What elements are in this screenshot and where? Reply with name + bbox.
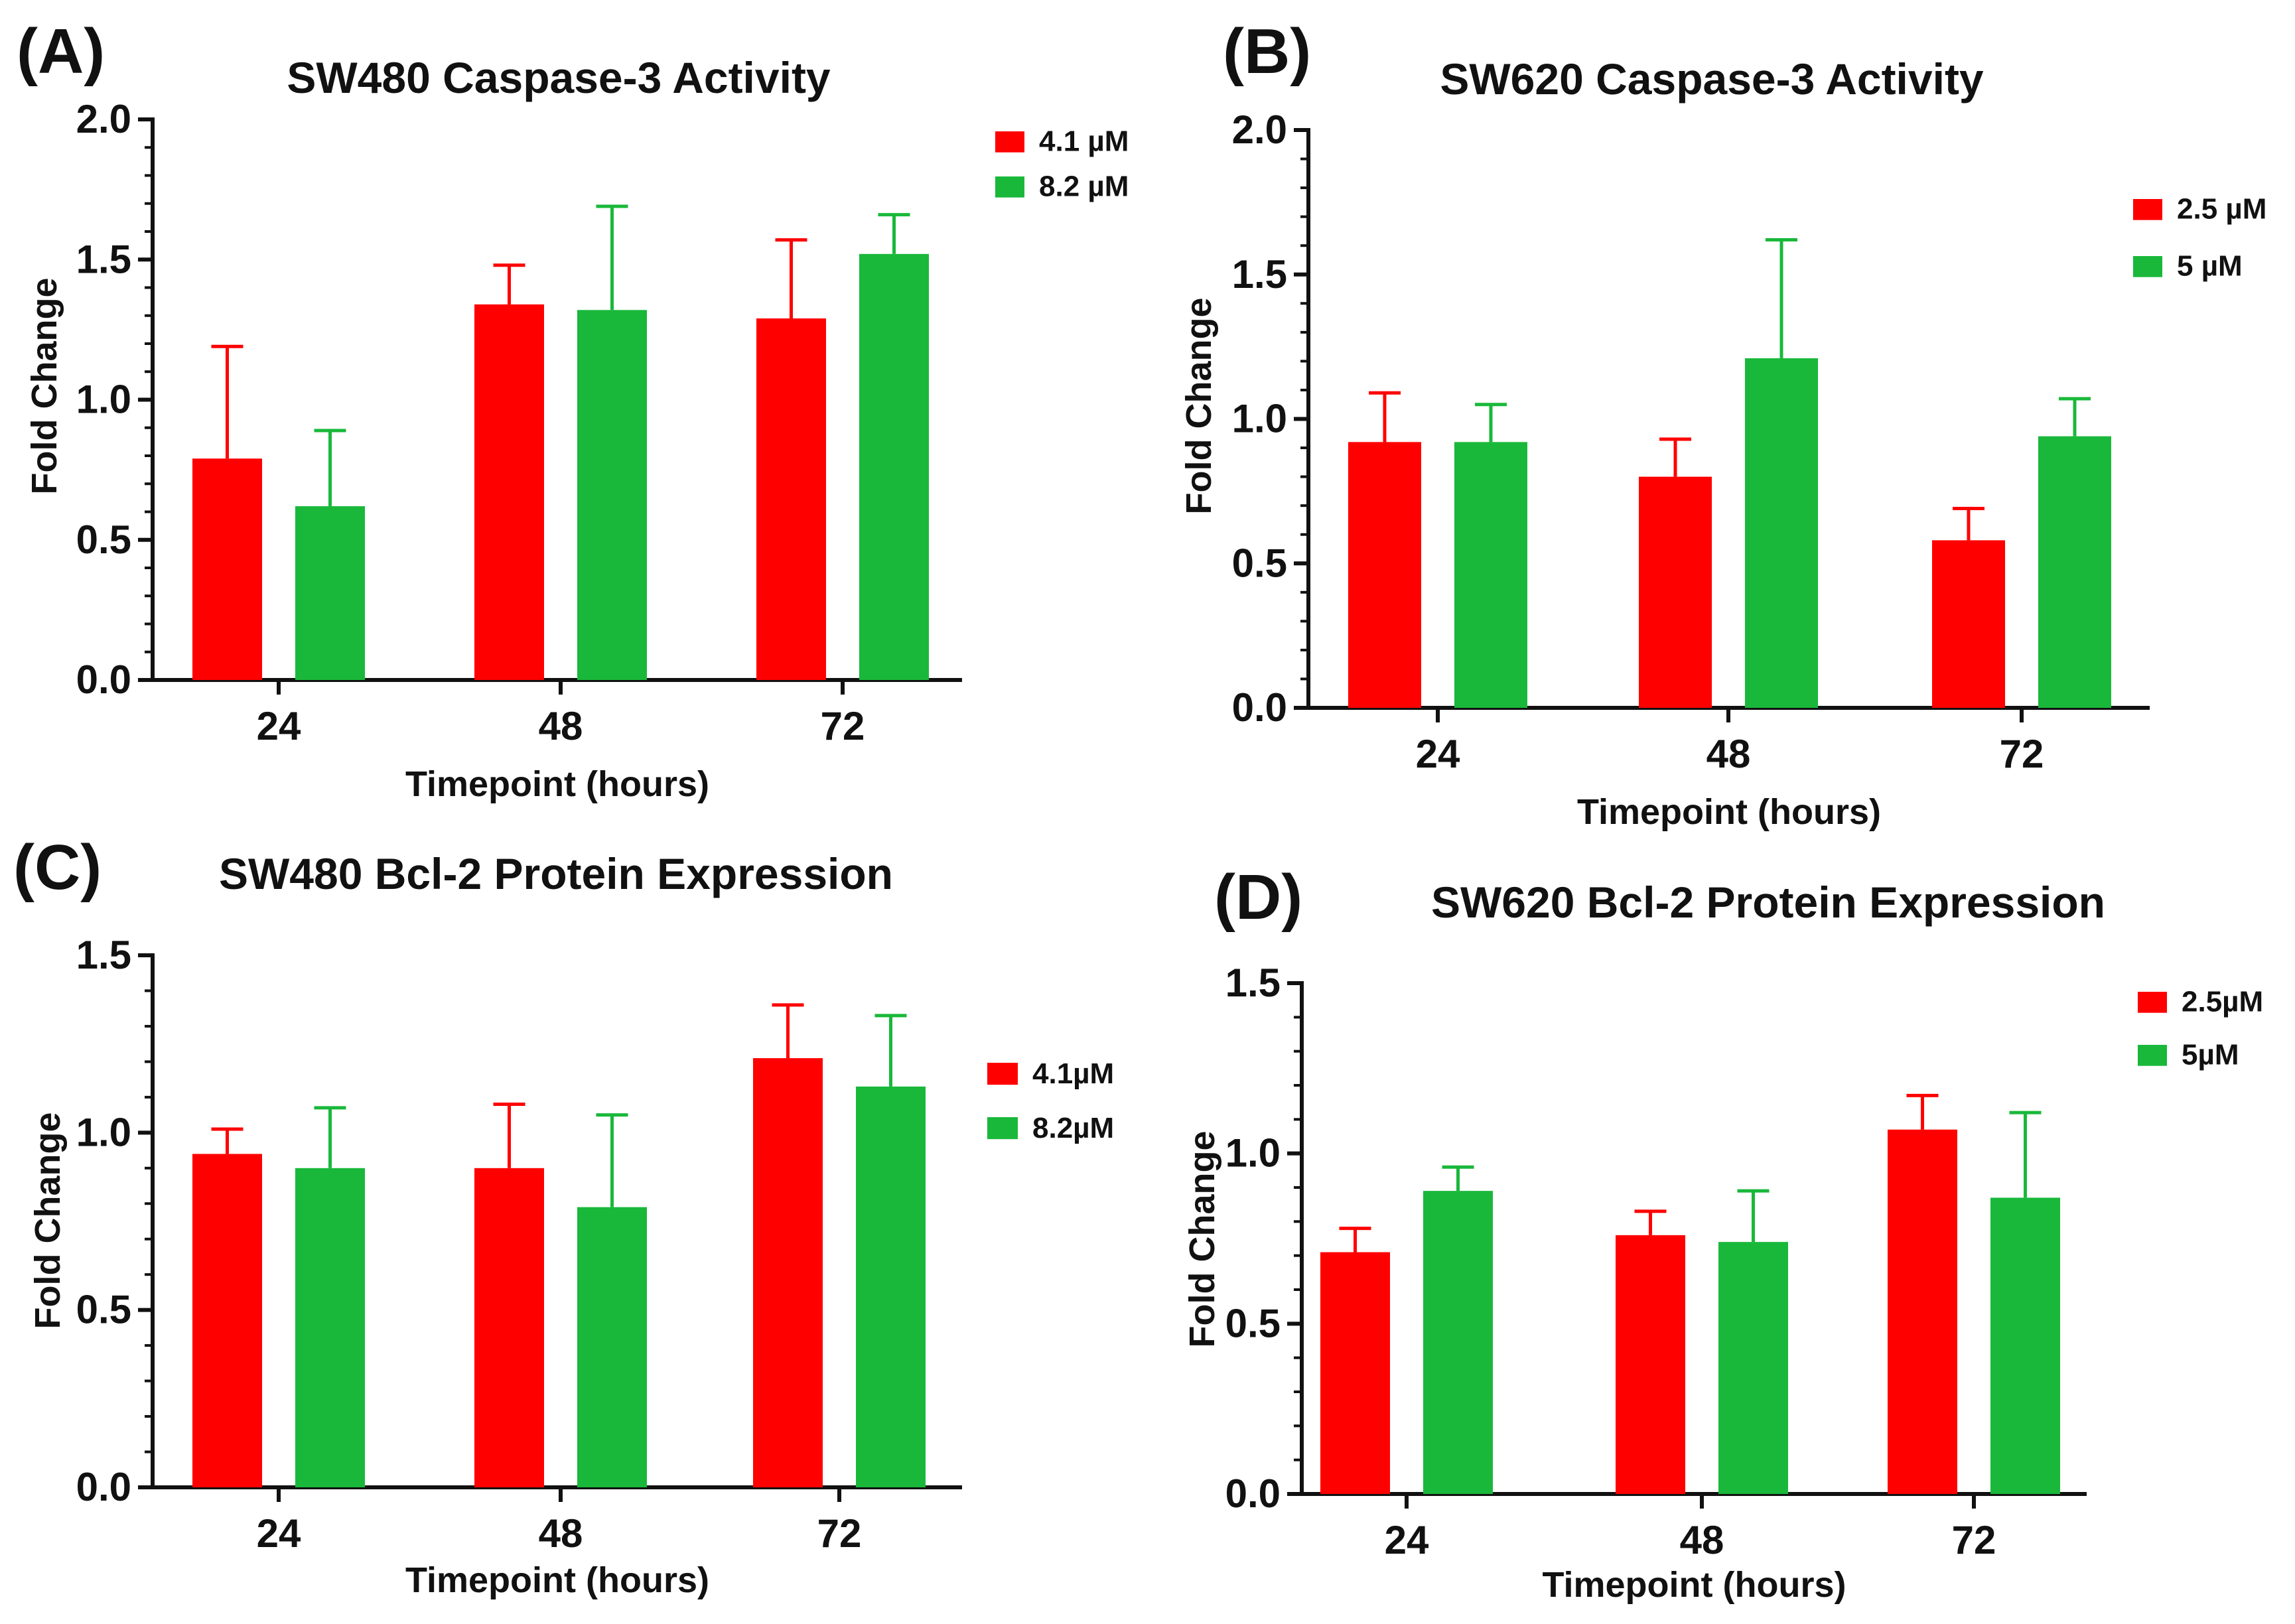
y-tick-label: 1.0: [1225, 1131, 1281, 1176]
y-tick-label: 1.5: [1225, 961, 1281, 1005]
legend-label: 2.5 µM: [2177, 193, 2266, 226]
legend-label: 5 µM: [2177, 250, 2243, 283]
chart-title: SW620 Caspase-3 Activity: [1440, 54, 1984, 103]
y-tick-label: 2.0: [1232, 107, 1287, 152]
legend-swatch: [2133, 256, 2162, 277]
bar: [2038, 436, 2111, 708]
legend-swatch: [2138, 1045, 2167, 1066]
panel-label: (B): [1223, 16, 1311, 87]
bar: [1616, 1235, 1685, 1494]
x-tick-label: 24: [1416, 732, 1460, 776]
bar: [1348, 442, 1421, 708]
bar: [192, 458, 262, 680]
y-tick-label: 1.0: [76, 1110, 131, 1154]
bar: [295, 506, 365, 680]
bar: [1888, 1129, 1957, 1494]
y-tick-label: 0.5: [1232, 541, 1287, 585]
bar: [1990, 1197, 2060, 1494]
x-tick-label: 24: [257, 704, 301, 748]
bar: [1454, 442, 1527, 708]
x-tick-label: 24: [257, 1511, 301, 1556]
y-tick-label: 1.5: [76, 237, 131, 281]
y-tick-label: 0.0: [76, 1465, 131, 1509]
legend-label: 2.5µM: [2182, 986, 2263, 1018]
y-tick-label: 2.0: [76, 97, 131, 141]
x-tick-label: 48: [1706, 732, 1751, 776]
legend-label: 5µM: [2182, 1039, 2239, 1071]
legend-label: 8.2µM: [1032, 1112, 1114, 1144]
bar: [1639, 476, 1712, 708]
panel-label: (A): [17, 16, 105, 87]
panel-label: (D): [1214, 862, 1302, 933]
y-tick-label: 0.0: [1225, 1471, 1281, 1516]
x-tick-label: 72: [1952, 1518, 1996, 1562]
chart-panel-2: (B) SW620 Caspase-3 Activity 0.0 0.5 1.0 1.5 2…: [1179, 16, 2266, 832]
bar: [1718, 1242, 1788, 1494]
bar: [753, 1058, 823, 1487]
bar: [756, 318, 826, 681]
bar: [1320, 1252, 1390, 1494]
y-tick-label: 0.5: [76, 517, 131, 562]
bar: [1745, 358, 1818, 708]
y-tick-label: 1.0: [76, 377, 131, 422]
y-tick-label: 1.0: [1232, 397, 1287, 441]
x-tick-label: 72: [2000, 732, 2044, 776]
bar: [1932, 540, 2005, 708]
legend-swatch: [2138, 992, 2167, 1013]
panel-label: (C): [13, 832, 102, 903]
legend-label: 8.2 µM: [1039, 170, 1129, 203]
legend-swatch: [2133, 199, 2162, 220]
x-tick-label: 72: [817, 1511, 862, 1556]
y-axis-title: Fold Change: [1179, 298, 1219, 515]
x-tick-label: 48: [1680, 1518, 1724, 1562]
chart-title: SW620 Bcl-2 Protein Expression: [1431, 878, 2105, 927]
legend-swatch: [995, 176, 1024, 198]
legend-swatch: [987, 1117, 1018, 1140]
chart-panel-4: (D) SW620 Bcl-2 Protein Expression 0.0 0.5 1…: [1182, 862, 2263, 1605]
bar: [474, 304, 544, 681]
x-tick-label: 48: [539, 704, 583, 748]
x-axis-title: Timepoint (hours): [405, 764, 709, 804]
bar: [192, 1154, 262, 1487]
bar: [856, 1086, 926, 1487]
legend-swatch: [987, 1063, 1018, 1085]
bar: [474, 1168, 544, 1487]
chart-title: SW480 Caspase-3 Activity: [287, 53, 831, 102]
bar: [859, 253, 929, 680]
y-tick-label: 0.0: [1232, 685, 1287, 730]
legend-label: 4.1µM: [1032, 1057, 1114, 1090]
chart-title: SW480 Bcl-2 Protein Expression: [219, 849, 893, 898]
chart-panel-3: (C) SW480 Bcl-2 Protein Expression 0.0 0.5 1…: [13, 832, 1114, 1600]
y-axis-title: Fold Change: [25, 278, 64, 495]
bar: [1423, 1191, 1493, 1494]
y-tick-label: 0.5: [76, 1288, 131, 1332]
y-tick-label: 1.5: [76, 933, 131, 977]
x-tick-label: 72: [821, 704, 865, 748]
bar: [577, 310, 647, 680]
bar: [577, 1207, 647, 1487]
y-tick-label: 0.0: [76, 657, 131, 702]
legend-swatch: [995, 131, 1024, 153]
chart-panel-1: (A) SW480 Caspase-3 Activity 0.0 0.5 1.0 1.5 2…: [17, 16, 1129, 804]
legend-label: 4.1 µM: [1039, 125, 1129, 158]
x-axis-title: Timepoint (hours): [1577, 792, 1881, 832]
x-axis-title: Timepoint (hours): [405, 1560, 709, 1600]
x-tick-label: 48: [539, 1511, 583, 1556]
x-tick-label: 24: [1385, 1518, 1429, 1562]
y-tick-label: 1.5: [1232, 252, 1287, 297]
y-tick-label: 0.5: [1225, 1301, 1281, 1345]
bar: [295, 1168, 365, 1487]
x-axis-title: Timepoint (hours): [1543, 1565, 1846, 1605]
y-axis-title: Fold Change: [28, 1113, 68, 1329]
y-axis-title: Fold Change: [1182, 1131, 1222, 1348]
